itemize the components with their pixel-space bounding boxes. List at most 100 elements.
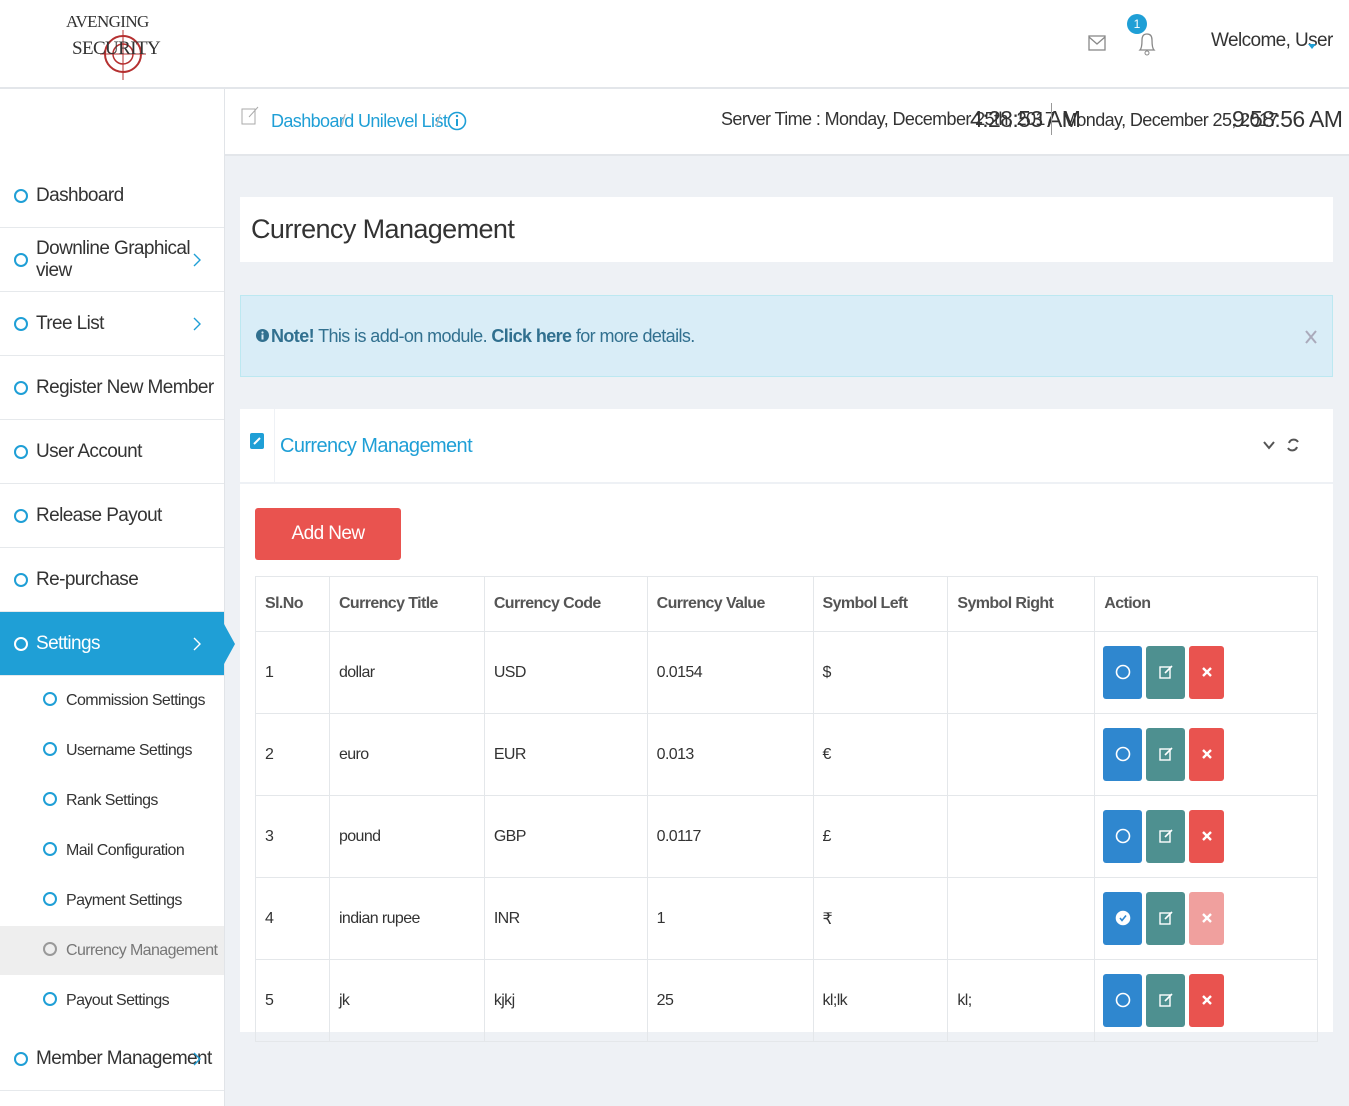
add-currency-button[interactable]: Add New Currency [255, 508, 401, 596]
delete-button[interactable] [1189, 728, 1225, 781]
icon-shape [1164, 665, 1173, 674]
breadcrumb-sep: / [436, 111, 441, 130]
menu-label: Dashboard [36, 184, 124, 206]
submenu-item[interactable]: Commission Settings [0, 676, 224, 725]
table-cell: dollar [328, 631, 485, 714]
table-cell: 0.0117 [646, 795, 814, 878]
action-cell [1094, 959, 1318, 1042]
chevron [193, 637, 201, 651]
menu-icon [43, 742, 57, 756]
menu-item[interactable]: Tree List [0, 292, 224, 356]
breadcrumb-link[interactable]: Unilevel List [358, 111, 448, 131]
submenu-item[interactable]: Payment Settings [0, 876, 224, 925]
column-header: Action [1094, 576, 1318, 632]
icon-shape [1159, 994, 1171, 1007]
menu-item[interactable]: Re-purchase [0, 548, 224, 612]
set-default-button[interactable] [1103, 810, 1143, 863]
menu-item[interactable]: Register New Member [0, 356, 224, 420]
logo[interactable]: AVENGING SECURITY [66, 4, 161, 82]
menu-item[interactable]: Dashboard [0, 164, 224, 228]
icon-shape [14, 1052, 28, 1066]
menu-item[interactable]: Settings [0, 612, 235, 676]
close-icon[interactable] [1305, 330, 1317, 344]
edit-button[interactable] [1146, 728, 1186, 781]
menu-label: Settings [36, 632, 100, 654]
menu-label: Release Payout [36, 504, 162, 526]
menu-item[interactable]: Downline Graphical view [0, 228, 224, 292]
table-cell: 0.013 [646, 713, 814, 796]
button-icon [1202, 831, 1213, 841]
icon-shape [14, 573, 28, 587]
header: AVENGING SECURITY 1 Welcome, User [0, 0, 1349, 89]
menu-item[interactable]: User Account [0, 420, 224, 484]
edit-icon [241, 106, 259, 125]
table-row: 1 dollar USD 0.0154 $ [255, 631, 1318, 714]
submenu-item[interactable]: Rank Settings [0, 776, 224, 825]
button-icon [1115, 664, 1131, 680]
icon-shape [43, 892, 57, 906]
divider [274, 409, 275, 482]
submenu-item[interactable]: Username Settings [0, 726, 224, 775]
table-cell [947, 713, 1096, 796]
note-link[interactable]: Click here [491, 326, 572, 346]
server-time: 4:28:53 AM [970, 106, 1081, 132]
icon-shape [14, 317, 28, 331]
icon-shape [14, 253, 28, 267]
edit-button[interactable] [1146, 646, 1186, 699]
menu-label: Register New Member [36, 376, 214, 398]
action-cell [1094, 877, 1318, 960]
collapse-icon[interactable] [1262, 439, 1276, 451]
submenu-item[interactable]: Currency Management [0, 926, 224, 975]
edit-button[interactable] [1146, 974, 1186, 1027]
set-default-button[interactable] [1103, 892, 1143, 945]
column-header: Symbol Right [947, 576, 1096, 632]
set-default-button[interactable] [1103, 728, 1143, 781]
menu-icon [43, 842, 57, 856]
logo-bottom: SECURITY [72, 38, 161, 59]
submenu-item[interactable]: Payout Settings [0, 976, 224, 1025]
icon-shape [1202, 995, 1213, 1005]
delete-button[interactable] [1189, 810, 1225, 863]
local-time: 9:58:56 AM [1232, 106, 1343, 132]
logo-top: AVENGING [66, 12, 149, 31]
breadcrumb-link[interactable]: Dashboard [271, 111, 354, 131]
icon-shape [43, 692, 57, 706]
action-cell [1094, 713, 1318, 796]
menu-icon [43, 942, 57, 956]
menu-item[interactable]: Member Management [0, 1027, 224, 1091]
pointer-shape [224, 624, 235, 664]
reload-icon[interactable] [1286, 437, 1300, 453]
delete-button[interactable] [1189, 646, 1225, 699]
submenu-label: Currency Management [66, 941, 218, 959]
note-strong: Note! [271, 326, 315, 346]
set-default-button[interactable] [1103, 646, 1143, 699]
table-row: 2 euro EUR 0.013 € [255, 713, 1318, 796]
edit-button[interactable] [1146, 892, 1186, 945]
submenu-item[interactable]: Mail Configuration [0, 826, 224, 875]
info-icon[interactable] [447, 111, 467, 131]
button-icon [1159, 993, 1173, 1007]
button-icon [1115, 910, 1131, 926]
menu-label: User Account [36, 440, 142, 462]
delete-button[interactable] [1189, 974, 1225, 1027]
icon-shape [43, 992, 57, 1006]
table-cell: 0.0154 [646, 631, 814, 714]
mail-icon[interactable] [1088, 34, 1106, 52]
column-header: Currency Title [328, 576, 485, 632]
panel-icon [250, 433, 264, 449]
sidebar: Dashboard Downline Graphical view Tree Lis… [0, 89, 235, 1106]
menu-icon [14, 637, 28, 651]
icon-shape [1202, 749, 1213, 759]
set-default-button[interactable] [1103, 974, 1143, 1027]
bell-icon[interactable] [1136, 30, 1158, 56]
icon-shape [1159, 830, 1171, 843]
icon-shape [14, 637, 28, 651]
edit-button[interactable] [1146, 810, 1186, 863]
button-icon [1202, 749, 1213, 759]
menu-item[interactable]: Release Payout [0, 484, 224, 548]
welcome-user[interactable]: Welcome, User [1211, 30, 1333, 51]
table-cell: GBP [483, 795, 648, 878]
icon-shape [1164, 911, 1173, 920]
info-icon [256, 329, 269, 342]
